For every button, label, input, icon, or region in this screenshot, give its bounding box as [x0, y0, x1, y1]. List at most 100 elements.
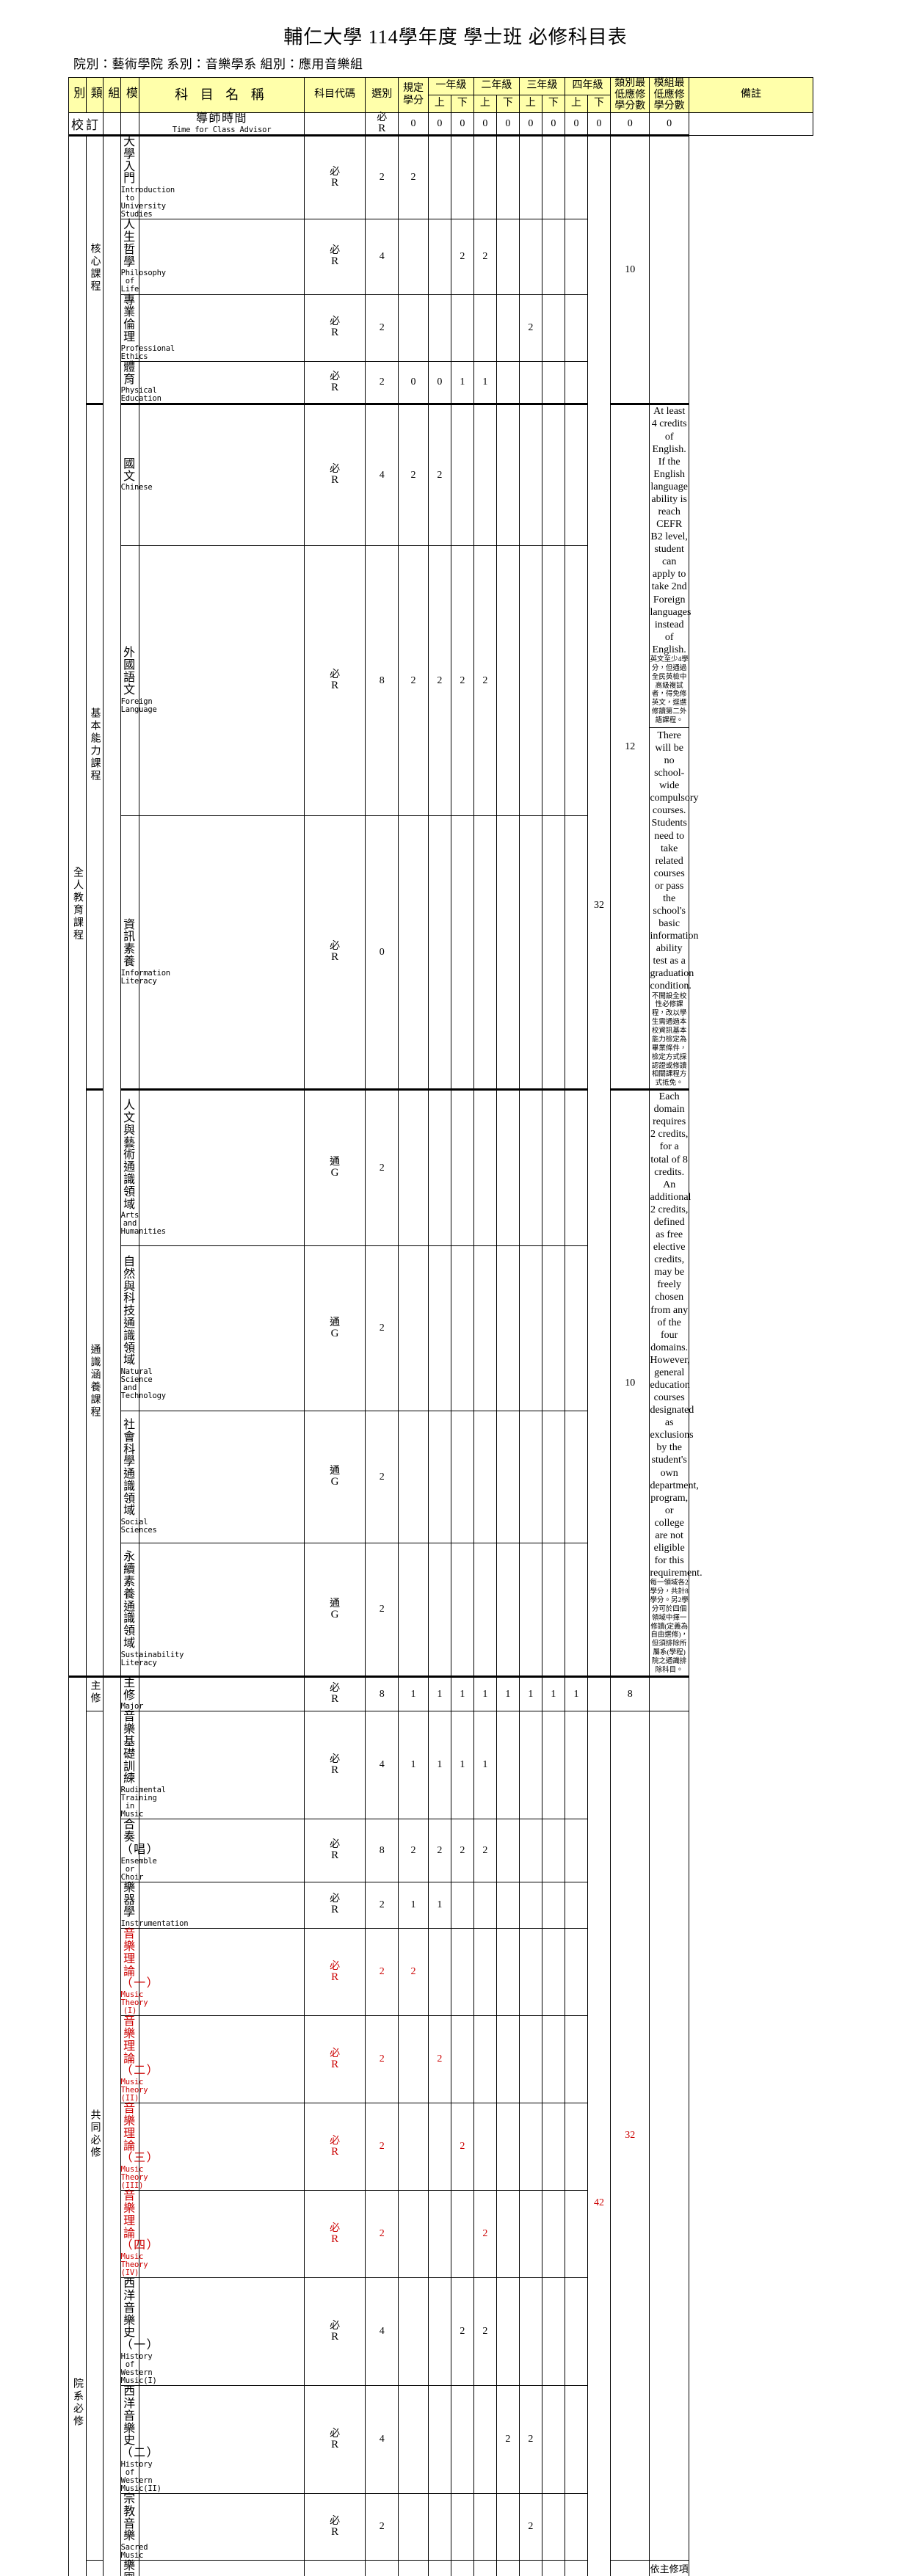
subject-name-en: Foreign Language	[120, 696, 157, 714]
term-cell: 2	[496, 2385, 520, 2494]
header-y1-up: 上	[427, 94, 451, 114]
term-cell	[564, 2492, 588, 2561]
term-cell	[541, 1928, 565, 2017]
term-cell: 2	[427, 2015, 451, 2104]
subject-name-en: Natural Science and Technology	[120, 1367, 166, 1401]
credit-cell: 8	[365, 1819, 399, 1882]
table-row: 音樂理論（一） Music Theory (I) 必 R 2 2	[69, 1928, 813, 2017]
subject-name-zh: 音樂基礎訓練	[123, 1711, 137, 1786]
term-cell	[473, 134, 497, 220]
header-select-type: 選別	[365, 76, 399, 114]
table-row: 專業倫理 Professional Ethics 必 R 2 2	[69, 294, 813, 362]
header-y3-down: 下	[541, 94, 565, 114]
subject-code-cell	[139, 2385, 305, 2494]
term-cell	[564, 1928, 588, 2017]
table-row: 宗教音樂 Sacred Music 必 R 2 2	[69, 2492, 813, 2561]
term-cell	[427, 2385, 451, 2494]
term-cell: 2	[473, 219, 497, 295]
subject-name-cell: 樂器學 Instrumentation	[120, 1881, 189, 1929]
term-cell	[518, 1881, 542, 1929]
subject-name-cell: 大學入門 Introduction to University Studies	[120, 134, 175, 220]
table-row: 人生哲學 Philosophy of Life 必 R 4 2 2	[69, 219, 813, 295]
min-type-credits: 32	[587, 134, 611, 1677]
subject-name-en: Music Theory (II)	[120, 2078, 148, 2103]
subject-name-cell: 合奏（唱） Ensemble or Choir	[120, 1819, 159, 1882]
term-cell	[398, 2277, 429, 2387]
subject-code-cell	[139, 1928, 305, 2017]
term-cell: 2	[518, 294, 542, 362]
subject-name-cell: 音樂理論（三） Music Theory (III)	[120, 2103, 159, 2191]
group-major: 主修	[85, 1675, 104, 1712]
subject-name-cell: 樂團指揮Orchestral Conducting	[120, 2560, 140, 2576]
term-cell	[541, 134, 565, 220]
group-holistic-education: 全人教育課程	[68, 134, 87, 1677]
term-cell	[427, 1088, 451, 1247]
term-cell	[564, 1819, 588, 1882]
term-cell: 1	[473, 1675, 497, 1712]
term-cell	[541, 1881, 565, 1929]
term-cell	[496, 1543, 520, 1677]
credit-cell: 2	[365, 1245, 399, 1411]
term-cell	[518, 2015, 542, 2104]
term-cell	[518, 1819, 542, 1882]
term-cell: 1	[398, 1675, 429, 1712]
note-cell-general: Each domain requires 2 credits, for a to…	[649, 1088, 703, 1677]
term-cell	[427, 2190, 451, 2279]
term-cell	[450, 815, 474, 1091]
required-courses-table: 別 類 組 模 科 目 名 稱 科目代碼 選別 規定學分 一年級 二年級 三年級…	[68, 76, 814, 2576]
table-body: 校訂 導師時間 Time for Class Advisor 必 R 0 0 0 0 0 0 0 0 0 0…	[68, 112, 814, 2576]
subject-name-cell: 人生哲學 Philosophy of Life	[120, 219, 166, 295]
term-cell: 2	[473, 2190, 497, 2279]
group-common-required: 共同必修	[85, 1711, 104, 2561]
subject-name-zh: 導師時間	[196, 112, 248, 125]
subject-code-cell	[139, 2492, 305, 2561]
term-cell: 1	[398, 1881, 429, 1929]
term-cell: 2	[450, 1819, 474, 1882]
header-bie: 別	[68, 76, 87, 114]
group-school: 校訂	[68, 112, 104, 137]
term-cell	[564, 545, 588, 817]
table-row: 體育 Physical Education 必 R 2 0 0 1 1	[69, 360, 813, 405]
term-cell	[473, 815, 497, 1091]
term-cell	[541, 2015, 565, 2104]
term-cell	[427, 1410, 451, 1544]
term-cell	[496, 2190, 520, 2279]
term-cell	[427, 219, 451, 295]
subject-name-en: Philosophy of Life	[120, 269, 166, 294]
term-cell	[473, 2385, 497, 2494]
credit-cell: 2	[365, 2103, 399, 2191]
credit-cell: 0	[398, 112, 429, 137]
term-cell	[518, 2560, 542, 2576]
subject-code-cell	[139, 545, 305, 817]
term-cell	[541, 360, 565, 405]
term-cell	[541, 219, 565, 295]
term-cell	[564, 1711, 588, 1820]
subject-name-en: Sustainability Literacy	[120, 1650, 184, 1667]
table-row: 自然與科技通識領域 Natural Science and Technology 通…	[69, 1245, 813, 1411]
subject-code-cell	[139, 2190, 305, 2279]
credit-cell: 4	[365, 403, 399, 546]
term-cell: 0	[473, 112, 497, 137]
subject-name-en: Ensemble or Choir	[120, 1856, 157, 1882]
credit-cell: 2	[365, 1088, 399, 1247]
subject-name-zh: 音樂理論（二）	[120, 2015, 160, 2078]
credit-cell: 2	[365, 294, 399, 362]
note-cell-conducting: 依主修項目類別必修一科One compulsory subject accord…	[649, 2560, 689, 2576]
table-row: 全人教育課程 核心課程 大學入門 Introduction to University…	[68, 134, 813, 1677]
subject-name-en: Information Literacy	[120, 968, 171, 986]
term-cell	[473, 1881, 497, 1929]
group-basic-ability: 基本能力課程	[85, 403, 104, 1091]
subject-name-cell: 宗教音樂 Sacred Music	[120, 2492, 148, 2561]
term-cell: 2	[398, 403, 429, 546]
term-cell	[564, 1088, 588, 1247]
group-dept-required: 院系必修	[68, 1675, 87, 2576]
subject-name-en: Time for Class Advisor	[172, 125, 272, 134]
term-cell	[450, 2385, 474, 2494]
term-cell	[564, 219, 588, 295]
